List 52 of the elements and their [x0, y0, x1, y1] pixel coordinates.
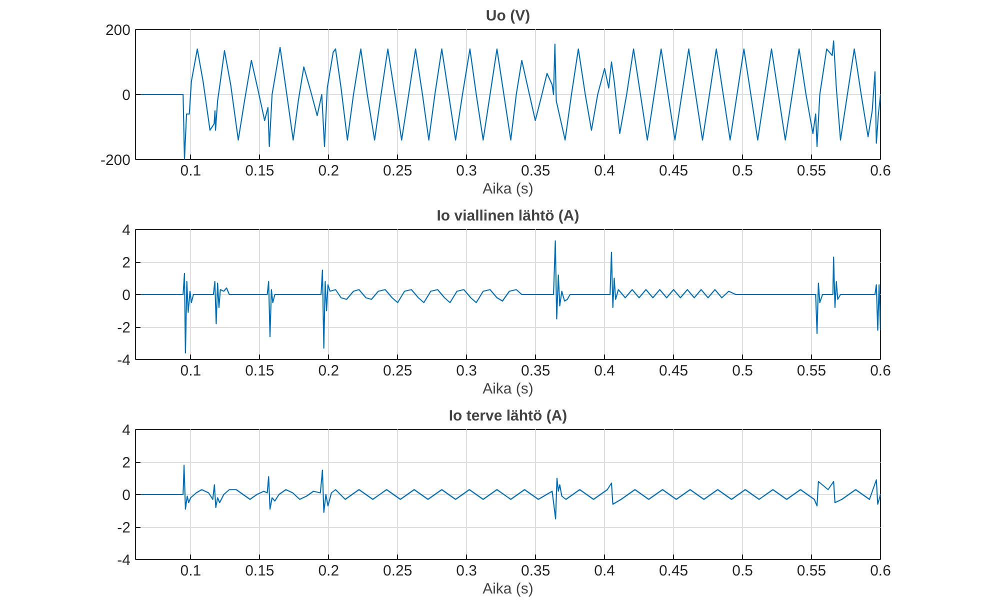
x-tick-label: 0.15: [245, 162, 274, 180]
x-tick-label: 0.55: [796, 162, 826, 180]
x-axis-title: Aika (s): [482, 580, 534, 598]
y-tick-label: -2: [117, 320, 131, 336]
x-tick-label: 0.55: [796, 562, 826, 580]
x-tick-label: 0.15: [245, 362, 274, 380]
y-tick-label: -4: [117, 352, 131, 369]
chart-title: Uo (V): [486, 8, 530, 24]
x-tick-label: 0.35: [520, 362, 550, 380]
y-tick-label: 2: [122, 254, 130, 272]
y-tick-label: 4: [122, 222, 130, 239]
y-tick-label: -2: [117, 520, 131, 536]
x-tick-label: 0.35: [520, 562, 550, 580]
x-tick-label: 0.3: [456, 362, 478, 380]
y-tick-label: 0: [122, 287, 130, 304]
x-tick-label: 0.6: [870, 562, 891, 580]
x-tick-label: 0.1: [180, 162, 202, 180]
x-tick-label: 0.2: [318, 562, 340, 580]
x-tick-label: 0.4: [594, 362, 616, 380]
x-tick-label: 0.25: [383, 562, 412, 580]
chart-title: Io terve lähtö (A): [448, 408, 568, 424]
y-tick-label: -200: [100, 152, 131, 169]
x-tick-label: 0.4: [594, 562, 616, 580]
x-tick-label: 0.1: [180, 562, 202, 580]
x-tick-label: 0.45: [658, 362, 688, 380]
x-tick-label: 0.1: [180, 362, 202, 380]
x-tick-label: 0.3: [456, 562, 478, 580]
x-tick-label: 0.15: [245, 562, 274, 580]
x-tick-label: 0.35: [520, 162, 550, 180]
x-tick-label: 0.5: [732, 162, 753, 180]
chart-title: Io viallinen lähtö (A): [436, 208, 580, 224]
x-tick-label: 0.45: [658, 162, 688, 180]
x-tick-label: 0.25: [383, 362, 412, 380]
x-tick-label: 0.45: [658, 562, 688, 580]
x-tick-label: 0.6: [870, 162, 891, 180]
y-tick-label: -4: [117, 552, 131, 569]
x-axis-title: Aika (s): [482, 180, 534, 198]
x-axis-title: Aika (s): [482, 380, 534, 398]
x-tick-label: 0.5: [732, 562, 753, 580]
x-tick-label: 0.4: [594, 162, 616, 180]
x-tick-label: 0.25: [383, 162, 412, 180]
y-tick-label: 0: [122, 487, 130, 504]
x-tick-label: 0.6: [870, 362, 891, 380]
y-tick-label: 4: [122, 422, 130, 439]
x-tick-label: 0.55: [796, 362, 826, 380]
y-tick-label: 0: [122, 87, 130, 104]
x-tick-label: 0.2: [318, 362, 340, 380]
x-tick-label: 0.5: [732, 362, 753, 380]
y-tick-label: 200: [105, 22, 131, 39]
x-tick-label: 0.3: [456, 162, 478, 180]
x-tick-label: 0.2: [318, 162, 340, 180]
y-tick-label: 2: [122, 454, 130, 472]
